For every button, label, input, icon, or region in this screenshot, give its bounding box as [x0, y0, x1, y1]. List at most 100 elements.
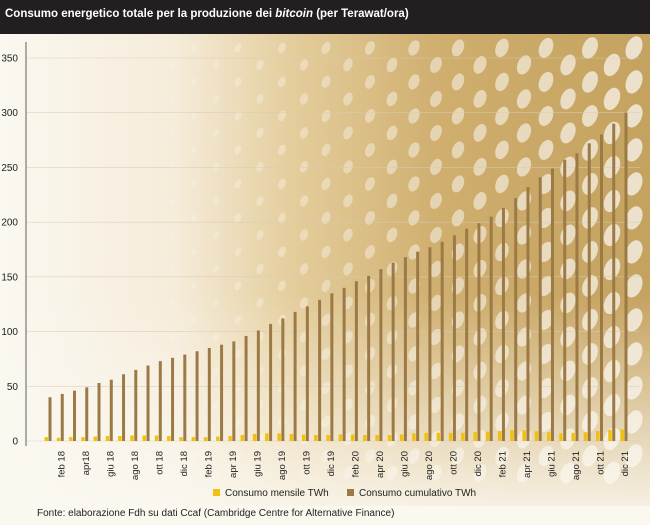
bar-cumulative: [587, 143, 591, 441]
x-tick-label: ago 19: [277, 451, 288, 480]
x-tick-label: ago 21: [571, 451, 582, 480]
bar-cumulative: [183, 354, 187, 441]
bar-cumulative: [501, 207, 505, 441]
bar-cumulative: [403, 257, 407, 441]
bar-chart: 0 50 100 150 200 250 300 350 feb 18 apr18 giu 18 a…: [0, 34, 650, 506]
bar-monthly: [265, 433, 269, 441]
bar-cumulative: [244, 335, 248, 441]
bar-monthly: [154, 435, 159, 441]
legend-label: Consumo mensile TWh: [225, 488, 329, 499]
y-tick-label: 100: [1, 327, 18, 338]
x-tick-label: apr 19: [228, 451, 239, 478]
bar-monthly: [179, 437, 183, 441]
bar-monthly: [277, 433, 281, 441]
bar-monthly: [595, 431, 600, 441]
bar-monthly: [412, 433, 416, 441]
bar-cumulative: [330, 293, 334, 441]
bar-cumulative: [477, 223, 481, 441]
bar-cumulative: [416, 251, 420, 441]
bar-monthly: [203, 437, 208, 441]
bar-monthly: [522, 430, 526, 441]
x-tick-label: ott 21: [595, 451, 606, 475]
bar-cumulative: [85, 387, 89, 441]
bar-cumulative: [550, 168, 554, 441]
bar-cumulative: [514, 198, 518, 441]
bar-monthly: [301, 434, 306, 441]
bar-cumulative: [465, 228, 469, 441]
bar-monthly: [583, 432, 588, 441]
bar-monthly: [559, 433, 563, 441]
bar-monthly: [69, 437, 73, 441]
x-tick-label: dic 20: [473, 451, 484, 476]
y-tick-label: 50: [7, 382, 19, 393]
bar-cumulative: [48, 397, 52, 441]
y-tick-label: 250: [1, 163, 18, 174]
x-tick-label: apr18: [81, 451, 92, 475]
bar-monthly: [314, 434, 318, 441]
y-tick-label: 300: [1, 108, 18, 119]
bar-monthly: [130, 435, 134, 441]
x-tick-label: ott 19: [301, 451, 312, 475]
x-tick-label: giu 21: [546, 451, 557, 477]
bar-cumulative: [158, 361, 162, 441]
bar-cumulative: [207, 347, 211, 441]
bar-monthly: [375, 434, 379, 441]
bar-cumulative: [134, 369, 138, 441]
bar-monthly: [363, 434, 367, 441]
bar-cumulative: [391, 262, 395, 441]
bar-cumulative: [318, 299, 322, 441]
bar-monthly: [105, 436, 110, 441]
bar-monthly: [485, 431, 490, 441]
bar-cumulative: [60, 393, 64, 441]
bars: [44, 112, 628, 442]
legend: Consumo mensile TWh Consumo cumulativo TW…: [213, 488, 476, 499]
bar-monthly: [424, 432, 428, 441]
y-tick-label: 200: [1, 218, 18, 229]
bar-cumulative: [354, 281, 358, 441]
bar-monthly: [510, 430, 514, 441]
bar-cumulative: [538, 177, 542, 441]
bar-monthly: [399, 434, 404, 441]
bar-cumulative: [612, 123, 616, 442]
bar-monthly: [252, 433, 257, 441]
legend-swatch: [213, 489, 220, 496]
chart-title: Consumo energetico totale per la produzi…: [5, 8, 273, 20]
bar-monthly: [191, 437, 196, 441]
x-tick-label: ago 20: [424, 451, 435, 480]
y-tick-label: 350: [1, 54, 18, 65]
x-tick-label: dic 19: [326, 451, 337, 476]
bar-cumulative: [526, 187, 530, 441]
chart-title-italic: bitcoin: [275, 8, 313, 20]
bar-cumulative: [599, 134, 603, 441]
x-tick-label: ago 18: [130, 451, 141, 480]
bar-monthly: [216, 436, 220, 441]
bar-monthly: [448, 432, 453, 441]
x-axis-ticks: feb 18 apr18 giu 18 ago 18 ott 18 dic 18 feb 1…: [56, 451, 631, 480]
x-tick-label: feb 21: [497, 451, 508, 477]
bar-cumulative: [452, 235, 456, 441]
bar-cumulative: [171, 357, 175, 441]
y-tick-label: 150: [1, 272, 18, 283]
x-tick-label: giu 20: [399, 451, 410, 477]
bar-cumulative: [563, 159, 567, 442]
bar-monthly: [93, 436, 98, 441]
source-note: Fonte: elaborazione Fdh su dati Ccaf (Ca…: [37, 508, 395, 519]
bar-cumulative: [73, 390, 77, 441]
bar-cumulative: [379, 269, 383, 441]
x-tick-label: dic 21: [620, 451, 631, 476]
bar-monthly: [497, 431, 502, 441]
bar-monthly: [228, 436, 232, 441]
x-tick-label: ott 20: [448, 451, 459, 475]
bar-cumulative: [97, 383, 101, 441]
bar-monthly: [350, 434, 355, 441]
bar-monthly: [546, 432, 551, 441]
bar-monthly: [118, 436, 122, 441]
bar-cumulative: [305, 306, 309, 441]
bar-cumulative: [293, 311, 297, 441]
bar-cumulative: [146, 365, 150, 441]
bar-monthly: [44, 437, 48, 441]
bar-monthly: [571, 432, 575, 441]
bar-monthly: [338, 434, 343, 441]
x-tick-label: feb 19: [203, 451, 214, 477]
